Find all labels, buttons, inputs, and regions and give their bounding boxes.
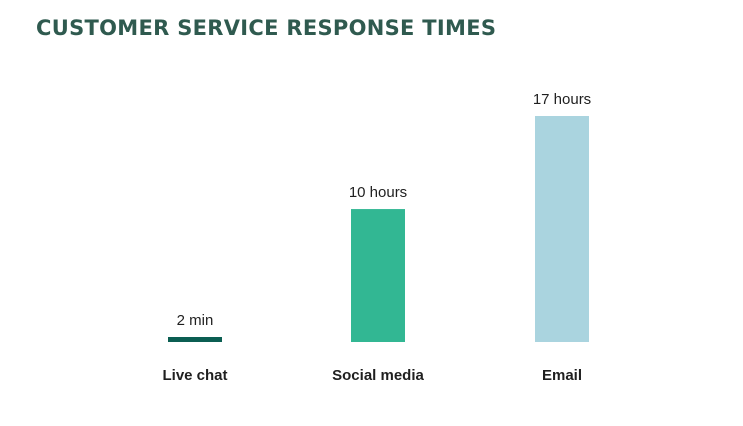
- bar-value-label: 2 min: [177, 312, 214, 329]
- bar-live-chat: [168, 337, 222, 342]
- bar-email: [535, 116, 589, 342]
- bar-value-label: 17 hours: [533, 91, 591, 108]
- category-label: Email: [542, 367, 582, 384]
- bar-value-label: 10 hours: [349, 184, 407, 201]
- bar-social-media: [351, 209, 405, 342]
- category-label: Live chat: [162, 367, 227, 384]
- category-label: Social media: [332, 367, 424, 384]
- chart-title: CUSTOMER SERVICE RESPONSE TIMES: [36, 16, 497, 40]
